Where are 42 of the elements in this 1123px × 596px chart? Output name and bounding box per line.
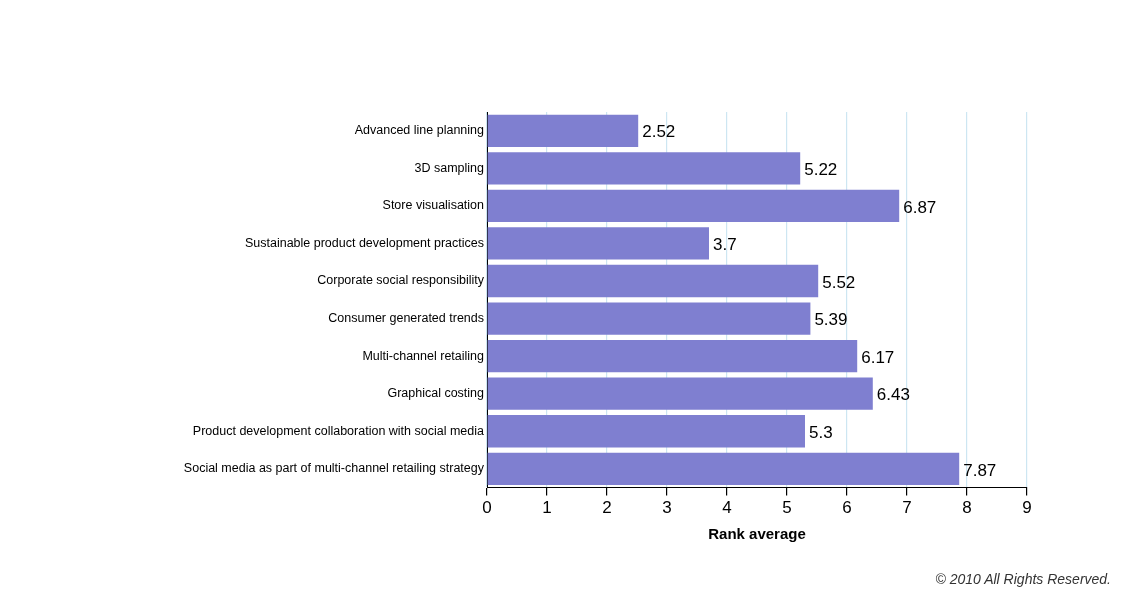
bar (487, 452, 960, 485)
y-tick-label: Graphical costing (387, 386, 485, 401)
y-tick-label: Social media as part of multi-channel retailing strategy (183, 461, 485, 476)
x-tick-label: 9 (1022, 498, 1032, 518)
bar (487, 302, 811, 335)
y-tick-label: Sustainable product development practices (244, 235, 484, 250)
bar (487, 114, 639, 147)
x-tick-label: 6 (842, 498, 852, 518)
data-label: 5.3 (809, 422, 833, 442)
x-tick-label: 8 (962, 498, 972, 518)
x-tick-label: 3 (662, 498, 672, 518)
x-tick-label: 4 (722, 498, 732, 518)
bar (487, 377, 873, 410)
text: © 2010 All Rights Reserved. (935, 571, 1111, 587)
y-tick-label: Corporate social responsibility (317, 273, 485, 288)
x-tick-label: 1 (542, 498, 552, 518)
y-tick-label: Product development collaboration with social media (192, 423, 485, 438)
bar (487, 227, 709, 260)
x-tick-label: 5 (782, 498, 792, 518)
bar (487, 339, 858, 373)
data-label: 2.52 (642, 122, 676, 142)
data-label: 5.39 (814, 310, 848, 330)
data-label: 6.43 (876, 385, 910, 405)
y-tick-label: 3D sampling (414, 160, 485, 175)
bar (487, 415, 805, 448)
x-tick-label: 7 (902, 498, 912, 518)
y-tick-label: Advanced line planning (354, 123, 485, 138)
bar (487, 152, 801, 185)
y-tick-label: Consumer generated trends (328, 311, 484, 326)
data-label: 7.87 (963, 460, 997, 480)
data-label: 5.22 (804, 160, 838, 180)
bar (487, 189, 900, 223)
y-tick-label: Store visualisation (382, 198, 485, 213)
data-label: 6.87 (903, 197, 937, 217)
bar (487, 264, 819, 298)
x-tick-label: 0 (482, 498, 492, 518)
y-tick-label: Multi-channel retailing (362, 348, 485, 363)
data-label: 6.17 (861, 347, 895, 367)
data-label: 5.52 (822, 272, 856, 292)
x-axis-title: Rank average (708, 525, 806, 543)
data-label: 3.7 (713, 235, 737, 255)
x-tick-label: 2 (602, 498, 612, 518)
